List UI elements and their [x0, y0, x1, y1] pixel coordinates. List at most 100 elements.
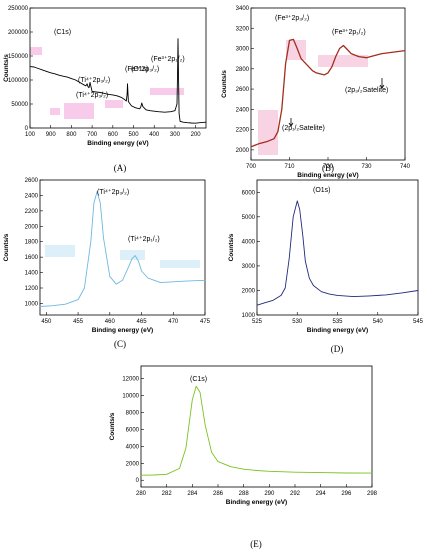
data-point — [46, 71, 47, 72]
data-point — [100, 202, 101, 204]
data-point — [135, 107, 136, 109]
data-point — [174, 110, 176, 111]
data-point — [138, 260, 139, 262]
data-point — [288, 258, 290, 259]
highlight-patch — [105, 100, 123, 108]
x-axis-label: Binding energy (eV) — [307, 327, 368, 334]
y-tick-label: 6000 — [126, 427, 140, 433]
peak-annotation: (Fe³⁺2p₃/₂) — [125, 65, 159, 73]
chart-panel-c: 450 455 460 465 470 475 1000 1200 1400 1600 1800 20… — [3, 178, 211, 349]
x-axis-label: Binding energy (eV) — [92, 327, 153, 334]
data-point — [177, 38, 179, 39]
data-point — [269, 471, 270, 472]
x-tick-label: 460 — [105, 319, 116, 325]
data-point — [397, 51, 398, 52]
x-tick-label: 470 — [168, 319, 179, 325]
data-point — [140, 106, 142, 108]
data-point — [284, 287, 286, 289]
data-point — [277, 131, 279, 132]
data-point — [128, 101, 129, 102]
peak-annotation: (2p₃/₂Satelite) — [345, 87, 388, 94]
data-point — [147, 277, 149, 279]
x-tick-label: 465 — [137, 319, 148, 325]
y-tick-label: 2400 — [25, 193, 39, 199]
data-point — [331, 66, 333, 68]
data-point — [178, 74, 179, 76]
data-point — [327, 72, 329, 74]
y-tick-label: 1000 — [25, 301, 39, 307]
data-point — [177, 70, 178, 71]
x-tick-label: 400 — [149, 132, 160, 138]
data-point — [96, 91, 97, 93]
data-point — [79, 82, 80, 83]
data-point — [185, 447, 187, 449]
data-point — [96, 191, 98, 192]
panel-caption: (D) — [331, 344, 344, 354]
highlight-patch — [286, 40, 306, 60]
x-tick-label: 500 — [129, 132, 140, 138]
plot-frame — [140, 365, 373, 488]
data-point — [173, 281, 174, 283]
x-tick-label: 730 — [361, 164, 372, 170]
series-line — [39, 191, 206, 307]
data-point — [417, 290, 419, 291]
data-point — [93, 202, 95, 204]
data-point — [187, 122, 188, 123]
x-tick-label: 300 — [170, 132, 181, 138]
panel-caption: (C) — [114, 339, 126, 349]
series-line — [256, 200, 419, 306]
x-axis-label: Binding energy (eV) — [226, 499, 287, 506]
highlight-patch — [318, 55, 368, 67]
y-tick-label: 1000 — [242, 313, 256, 319]
y-tick-label: 1600 — [25, 255, 39, 261]
data-point — [87, 86, 89, 87]
data-point — [52, 305, 53, 306]
data-point — [100, 92, 101, 93]
data-point — [149, 110, 151, 111]
highlight-patch — [64, 103, 94, 119]
data-point — [280, 295, 282, 296]
data-point — [313, 285, 314, 286]
x-tick-label: 800 — [66, 132, 77, 138]
x-tick-label: 282 — [162, 491, 173, 497]
data-point — [182, 121, 184, 123]
data-point — [258, 143, 259, 145]
data-point — [67, 76, 68, 78]
peak-annotation: (2p₁/₂Satelite) — [282, 125, 325, 132]
data-point — [191, 122, 192, 124]
data-point — [77, 299, 79, 300]
panel-caption: (E) — [250, 539, 262, 549]
data-point — [141, 270, 142, 272]
data-point — [176, 103, 178, 105]
data-point — [145, 109, 147, 111]
data-point — [126, 94, 128, 95]
data-point — [153, 110, 155, 112]
data-point — [179, 468, 180, 469]
data-point — [192, 399, 193, 401]
peak-annotation: (Fe³⁺2p₁/₂) — [151, 55, 185, 63]
x-tick-label: 525 — [252, 319, 263, 325]
y-tick-label: 2000 — [242, 288, 256, 294]
data-point — [308, 66, 310, 68]
x-tick-label: 535 — [332, 319, 343, 325]
x-tick-label: 700 — [246, 164, 257, 170]
data-point — [91, 91, 93, 92]
data-point — [320, 73, 321, 75]
data-point — [371, 472, 373, 474]
data-point — [29, 66, 31, 67]
data-point — [305, 260, 306, 262]
data-point — [108, 94, 109, 95]
data-point — [323, 74, 325, 76]
data-point — [75, 79, 76, 81]
data-point — [293, 39, 294, 40]
x-tick-label: 280 — [136, 491, 147, 497]
x-tick-label: 600 — [108, 132, 119, 138]
x-tick-label: 475 — [200, 319, 211, 325]
data-point — [115, 283, 117, 285]
data-point — [404, 50, 406, 51]
data-point — [88, 87, 90, 88]
data-point — [281, 109, 283, 110]
data-point — [272, 300, 274, 301]
data-point — [164, 111, 165, 113]
y-axis-label: Counts/s — [109, 412, 116, 440]
